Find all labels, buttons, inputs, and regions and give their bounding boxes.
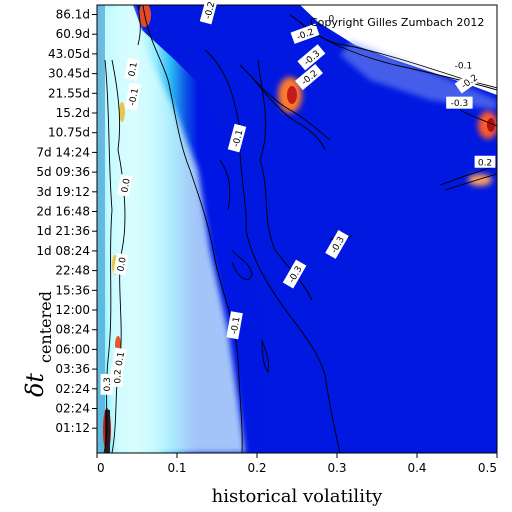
copyright-text: Copyright Gilles Zumbach 2012 xyxy=(310,16,484,29)
contour-label: 0.3 xyxy=(100,373,113,395)
y-tick-label: 03:36 xyxy=(55,362,90,376)
y-tick-label: 21.55d xyxy=(48,86,90,100)
y-tick-label: 01:12 xyxy=(55,421,90,435)
contour-label: -0.1 xyxy=(450,59,477,72)
contour-label: 0.0 xyxy=(113,252,129,276)
svg-text:0.1: 0.1 xyxy=(128,61,140,77)
svg-text:0.0: 0.0 xyxy=(116,256,128,272)
svg-text:0.0: 0.0 xyxy=(120,177,132,193)
y-tick-label: 08:24 xyxy=(55,323,90,337)
contour-label: -0.1 xyxy=(124,82,142,111)
contour-label: 0.1 xyxy=(111,347,128,371)
y-tick-label: 10.75d xyxy=(48,126,90,140)
y-axis-title-main: δt xyxy=(21,373,49,397)
y-tick-label: 3d 19:12 xyxy=(36,185,90,199)
svg-text:-0.3: -0.3 xyxy=(451,99,469,109)
y-tick-label: 43.05d xyxy=(48,47,90,61)
plot-area xyxy=(97,5,497,453)
svg-text:-0.1: -0.1 xyxy=(230,316,243,335)
svg-text:centered: centered xyxy=(36,291,55,363)
y-axis-title: δt centered xyxy=(21,291,55,397)
svg-text:-0.1: -0.1 xyxy=(455,62,473,72)
svg-text:0.2: 0.2 xyxy=(478,158,492,168)
svg-text:0.3: 0.3 xyxy=(103,377,113,391)
x-tick-label: 0.5 xyxy=(478,461,497,475)
y-axis-title-sub: centered xyxy=(36,291,55,363)
x-tick-label: 0 xyxy=(97,461,105,475)
y-tick-label: 06:00 xyxy=(55,342,90,356)
y-tick-label: 86.1d xyxy=(56,8,90,22)
y-tick-label: 30.45d xyxy=(48,67,90,81)
y-tick-label: 12:00 xyxy=(55,303,90,317)
x-tick-label: 0.1 xyxy=(167,461,186,475)
y-tick-label: 2d 16:48 xyxy=(36,205,90,219)
svg-text:0: 0 xyxy=(329,14,335,24)
y-tick-label: 1d 08:24 xyxy=(36,244,90,258)
x-tick-label: 0.4 xyxy=(407,461,426,475)
contour-lines xyxy=(103,5,497,453)
empty-region xyxy=(300,5,497,95)
contour-label: -0.3 xyxy=(446,96,473,109)
contour-labels: -0.1-0.10-0.2-0.3-0.2-0.3-0.3-0.1-0.2-0.… xyxy=(100,0,496,395)
svg-text:-0.1: -0.1 xyxy=(231,129,245,149)
contour-label: -0.1 xyxy=(226,311,243,340)
x-axis-title: historical volatility xyxy=(212,486,384,507)
pale-band xyxy=(100,5,245,453)
y-tick-label: 22:48 xyxy=(55,264,90,278)
y-tick-label: 5d 09:36 xyxy=(36,165,90,179)
y-tick-label: 7d 14:24 xyxy=(36,145,90,159)
svg-text:δt: δt xyxy=(21,373,49,397)
plot-frame xyxy=(96,4,498,454)
svg-text:-0.2: -0.2 xyxy=(203,1,217,21)
contour-label: -0.1 xyxy=(227,123,247,153)
x-tick-label: 0.2 xyxy=(247,461,266,475)
contour-label: -0.2 xyxy=(199,0,219,25)
svg-text:0.1: 0.1 xyxy=(115,351,127,367)
x-tick-label: 0.3 xyxy=(327,461,346,475)
contour-label: 0.2 xyxy=(111,366,124,387)
svg-text:0.2: 0.2 xyxy=(114,369,124,383)
y-axis-ticks: 01:12 02:24 02:24 03:36 06:00 08:24 12:00 15:36… xyxy=(36,8,97,435)
y-tick-label: 02:24 xyxy=(55,402,90,416)
contour-label: 0 xyxy=(326,11,337,24)
svg-text:-0.1: -0.1 xyxy=(128,87,141,106)
hot-spots xyxy=(103,5,497,453)
y-tick-label: 1d 21:36 xyxy=(36,224,90,238)
y-tick-label: 15:36 xyxy=(55,283,90,297)
contour-label: 0.1 xyxy=(124,57,140,81)
contour-label: 0.0 xyxy=(117,174,133,197)
x-axis-ticks: 0 0.1 0.2 0.3 0.4 0.5 xyxy=(96,453,498,475)
y-tick-label: 02:24 xyxy=(55,382,90,396)
contour-label: 0.2 xyxy=(474,155,496,168)
y-tick-label: 60.9d xyxy=(56,27,90,41)
y-tick-label: 15.2d xyxy=(56,106,90,120)
